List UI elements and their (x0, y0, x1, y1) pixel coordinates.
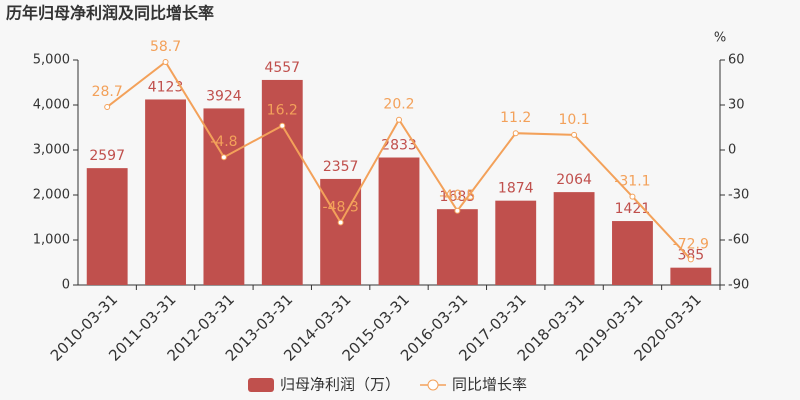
line-value-label: 58.7 (150, 39, 181, 55)
line-value-label: -72.9 (673, 236, 709, 252)
line-point (396, 116, 402, 123)
line-point (162, 58, 169, 65)
bar (145, 99, 186, 285)
bar (436, 209, 478, 285)
bar-value-label: 4557 (264, 60, 300, 76)
bar (378, 157, 420, 285)
legend-label: 归母净利润（万） (280, 376, 400, 394)
bar (670, 267, 712, 285)
bar (86, 168, 128, 285)
legend-swatch (248, 378, 274, 392)
bar (320, 178, 362, 285)
line-point (104, 103, 111, 110)
bar-value-label: 2357 (323, 159, 359, 175)
y-tick-label: 2,000 (33, 188, 70, 203)
bar-value-label: 3924 (206, 88, 242, 104)
y-tick-label: 3,000 (33, 143, 70, 158)
y2-unit: % (714, 31, 726, 46)
y-tick-label: 5,000 (33, 53, 70, 68)
line-point (279, 122, 286, 129)
line-value-label: 20.2 (383, 97, 414, 113)
bar-value-label: 4123 (148, 79, 184, 95)
chart-title: 历年归母净利润及同比增长率 (6, 4, 214, 23)
line-point (454, 207, 461, 214)
bar-value-label: 2597 (89, 148, 125, 164)
line-value-label: 28.7 (92, 84, 123, 100)
y2-tick-label: 30 (728, 98, 745, 113)
line-value-label: -31.1 (614, 174, 650, 190)
line-point (687, 256, 694, 263)
bar-value-label: 1874 (498, 181, 534, 197)
y-tick-label: 0 (62, 278, 70, 293)
line-value-label: 16.2 (267, 103, 298, 119)
bar-value-label: 2833 (381, 138, 417, 154)
line-point (220, 154, 227, 161)
line-value-label: -40.5 (439, 188, 475, 204)
y2-tick-label: 60 (728, 53, 745, 68)
bar-value-label: 2064 (556, 172, 592, 188)
line-value-label: 11.2 (500, 110, 531, 126)
y2-tick-label: -90 (728, 278, 749, 293)
legend-label: 同比增长率 (452, 376, 527, 394)
line-value-label: 10.1 (559, 112, 590, 128)
legend-swatch (427, 379, 439, 391)
line-point (337, 219, 344, 226)
bar-value-label: 1685 (440, 189, 476, 205)
bar (553, 192, 595, 285)
y2-tick-label: -30 (728, 188, 749, 203)
bar (203, 108, 245, 285)
bar (261, 79, 303, 285)
line-value-label: -48.3 (323, 199, 359, 215)
y-tick-label: 4,000 (33, 98, 70, 113)
line-point (512, 130, 519, 137)
line-value-label: -4.8 (210, 134, 237, 150)
line-point (571, 131, 578, 138)
y-tick-label: 1,000 (33, 233, 70, 248)
line-point (629, 193, 636, 200)
y2-tick-label: -60 (728, 233, 749, 248)
bar (612, 221, 653, 285)
y2-tick-label: 0 (728, 143, 736, 158)
bar (495, 200, 537, 285)
